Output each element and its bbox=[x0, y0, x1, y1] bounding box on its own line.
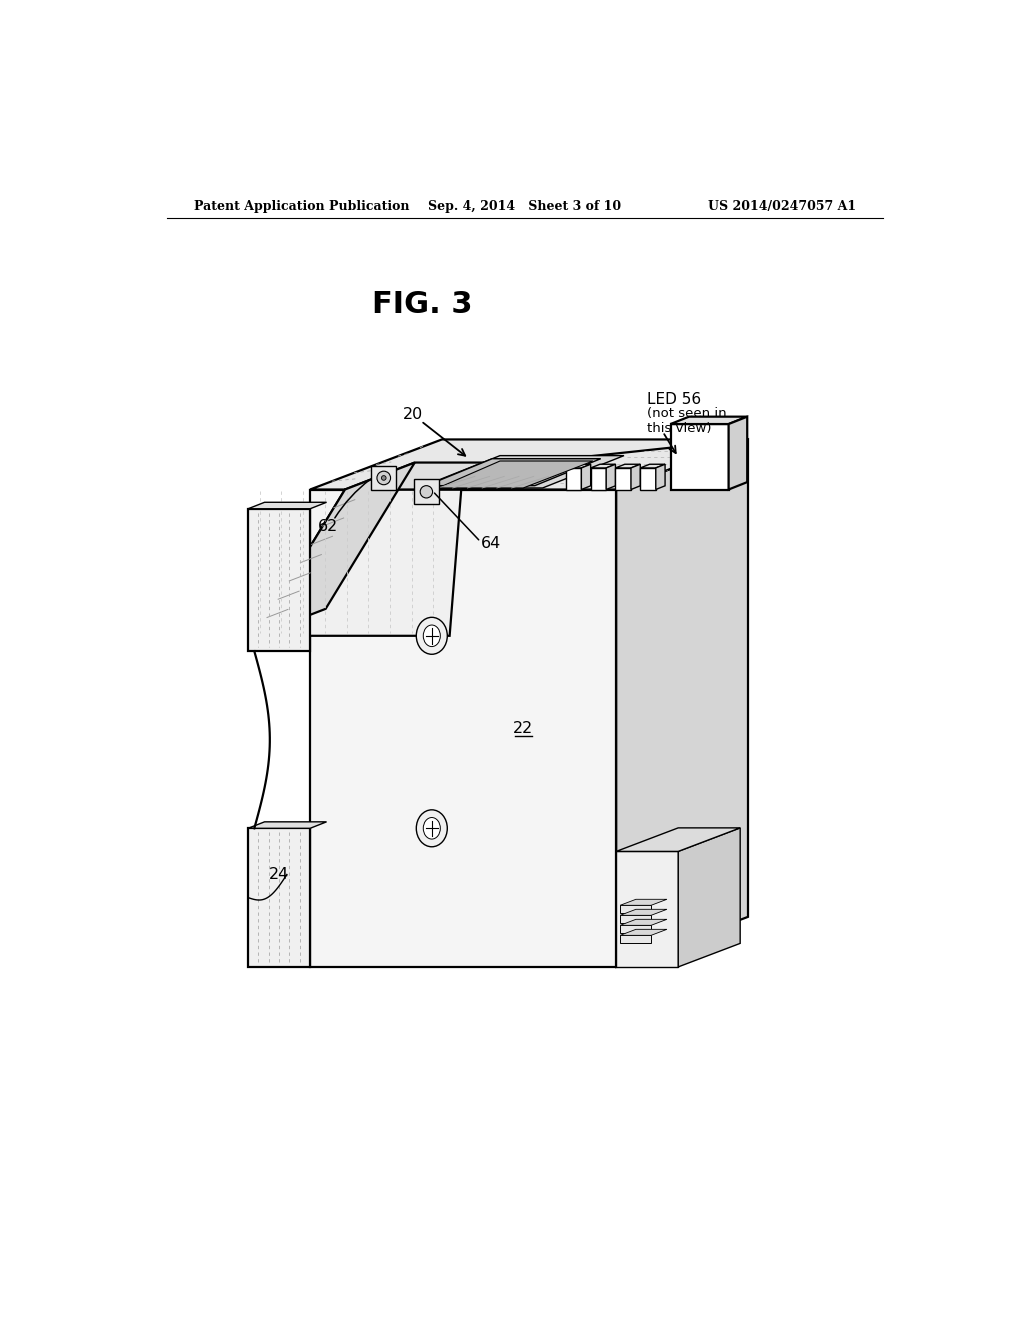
Polygon shape bbox=[621, 936, 651, 942]
Polygon shape bbox=[566, 469, 582, 490]
Polygon shape bbox=[616, 440, 748, 966]
Text: 24: 24 bbox=[269, 867, 289, 882]
Polygon shape bbox=[310, 490, 616, 966]
Polygon shape bbox=[582, 465, 591, 490]
Polygon shape bbox=[655, 465, 665, 490]
Text: this view): this view) bbox=[647, 422, 712, 434]
Polygon shape bbox=[671, 417, 748, 424]
Polygon shape bbox=[419, 455, 624, 488]
Polygon shape bbox=[372, 466, 396, 490]
Polygon shape bbox=[621, 899, 667, 906]
Text: US 2014/0247057 A1: US 2014/0247057 A1 bbox=[709, 199, 856, 213]
Polygon shape bbox=[621, 909, 667, 915]
Polygon shape bbox=[591, 469, 606, 490]
Polygon shape bbox=[414, 479, 438, 504]
Circle shape bbox=[420, 486, 432, 498]
Polygon shape bbox=[248, 503, 327, 508]
Text: 22: 22 bbox=[513, 721, 534, 735]
Polygon shape bbox=[640, 465, 665, 469]
Text: Sep. 4, 2014   Sheet 3 of 10: Sep. 4, 2014 Sheet 3 of 10 bbox=[428, 199, 622, 213]
Polygon shape bbox=[606, 465, 615, 490]
Polygon shape bbox=[248, 822, 327, 829]
Text: (not seen in: (not seen in bbox=[647, 407, 727, 420]
Polygon shape bbox=[621, 915, 651, 923]
Ellipse shape bbox=[423, 626, 440, 647]
Text: FIG. 3: FIG. 3 bbox=[373, 290, 473, 319]
Text: LED 56: LED 56 bbox=[647, 392, 701, 407]
Text: Patent Application Publication: Patent Application Publication bbox=[194, 199, 410, 213]
Polygon shape bbox=[256, 462, 415, 636]
Ellipse shape bbox=[423, 817, 440, 840]
Ellipse shape bbox=[417, 809, 447, 847]
Polygon shape bbox=[256, 490, 461, 636]
Polygon shape bbox=[621, 919, 667, 925]
Polygon shape bbox=[248, 829, 310, 966]
Polygon shape bbox=[631, 465, 640, 490]
Polygon shape bbox=[310, 440, 748, 490]
Text: 62: 62 bbox=[317, 519, 338, 535]
Polygon shape bbox=[621, 929, 667, 936]
Polygon shape bbox=[729, 417, 748, 490]
Text: 20: 20 bbox=[403, 408, 423, 422]
Polygon shape bbox=[438, 462, 547, 488]
Polygon shape bbox=[615, 465, 640, 469]
Polygon shape bbox=[616, 828, 740, 851]
Polygon shape bbox=[640, 469, 655, 490]
Polygon shape bbox=[461, 440, 748, 490]
Polygon shape bbox=[671, 424, 729, 490]
Polygon shape bbox=[621, 925, 651, 933]
Polygon shape bbox=[615, 469, 631, 490]
Polygon shape bbox=[678, 828, 740, 966]
Circle shape bbox=[377, 471, 390, 484]
Polygon shape bbox=[426, 459, 601, 486]
Ellipse shape bbox=[417, 618, 447, 655]
Polygon shape bbox=[248, 508, 310, 651]
Polygon shape bbox=[566, 465, 591, 469]
Polygon shape bbox=[345, 462, 531, 490]
Polygon shape bbox=[616, 851, 678, 966]
Text: 64: 64 bbox=[480, 536, 501, 550]
Polygon shape bbox=[621, 906, 651, 913]
Circle shape bbox=[381, 475, 386, 480]
Polygon shape bbox=[591, 465, 615, 469]
Polygon shape bbox=[438, 461, 593, 488]
